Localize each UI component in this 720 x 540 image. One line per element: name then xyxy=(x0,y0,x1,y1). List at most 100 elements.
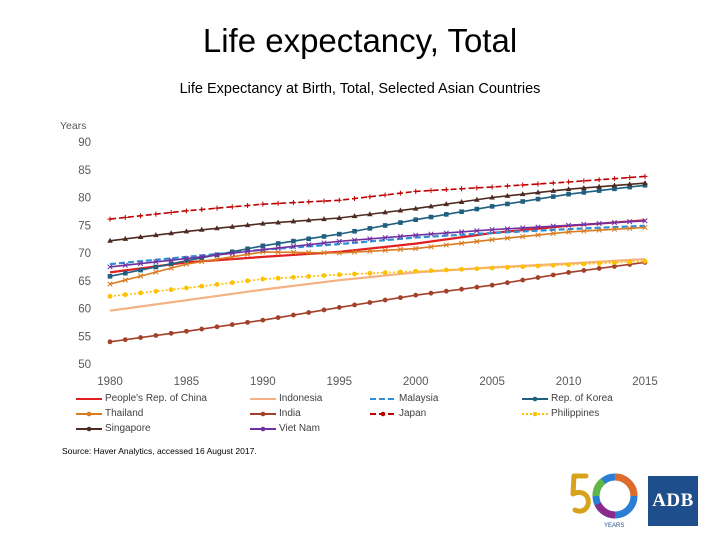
data-point-thailand xyxy=(275,249,281,255)
data-point-india xyxy=(138,335,143,340)
legend-swatch xyxy=(76,411,102,416)
data-point-japan xyxy=(275,200,281,206)
legend-item-thailand: Thailand xyxy=(76,408,143,419)
data-point-philippines xyxy=(306,274,312,279)
legend-label: Thailand xyxy=(105,408,144,419)
data-point-rep-of-korea xyxy=(596,188,602,193)
data-point-singapore xyxy=(198,226,205,232)
y-tick-label: 90 xyxy=(78,137,91,149)
data-point-japan xyxy=(489,184,495,190)
data-point-japan xyxy=(168,209,174,215)
data-point-viet-nam xyxy=(137,260,144,267)
data-point-japan xyxy=(183,208,189,214)
series-line-thailand xyxy=(109,226,646,285)
legend-swatch xyxy=(250,397,276,400)
data-point-japan xyxy=(336,197,342,203)
data-point-india xyxy=(535,275,541,280)
data-point-india xyxy=(612,264,617,269)
y-tick-label: 65 xyxy=(78,276,91,288)
data-point-philippines xyxy=(214,282,220,287)
data-point-singapore xyxy=(153,232,159,238)
data-point-rep-of-korea xyxy=(260,243,266,249)
data-point-india xyxy=(107,339,113,345)
data-point-japan xyxy=(367,194,373,200)
data-point-rep-of-korea xyxy=(520,199,526,204)
data-point-thailand xyxy=(474,238,480,245)
data-point-thailand xyxy=(183,261,190,267)
data-point-india xyxy=(122,337,128,343)
data-point-rep-of-korea xyxy=(566,191,571,197)
data-point-rep-of-korea xyxy=(413,217,419,222)
data-point-viet-nam xyxy=(611,219,618,226)
data-point-philippines xyxy=(550,262,556,268)
data-point-singapore xyxy=(382,209,388,215)
data-point-rep-of-korea xyxy=(291,238,296,244)
data-point-thailand xyxy=(596,227,602,233)
data-point-india xyxy=(474,284,480,290)
data-point-india xyxy=(352,302,357,308)
data-point-singapore xyxy=(336,215,343,221)
data-point-rep-of-korea xyxy=(474,206,480,212)
data-point-philippines xyxy=(505,264,510,270)
data-point-japan xyxy=(459,186,465,192)
data-point-japan xyxy=(352,195,358,201)
data-point-viet-nam xyxy=(443,230,449,236)
data-point-india xyxy=(336,304,342,310)
data-point-japan xyxy=(153,211,159,217)
legend-item-malaysia: Malaysia xyxy=(370,393,438,404)
data-point-japan xyxy=(443,187,449,193)
legend-label: Japan xyxy=(399,408,427,419)
data-point-philippines xyxy=(520,264,526,270)
data-point-india xyxy=(443,288,449,294)
data-point-japan xyxy=(229,204,235,210)
legend-swatch xyxy=(370,411,396,416)
data-point-india xyxy=(459,286,464,292)
data-point-rep-of-korea xyxy=(168,261,174,267)
data-point-viet-nam xyxy=(382,235,388,241)
series-line-philippines xyxy=(109,260,646,298)
data-point-singapore xyxy=(596,183,602,189)
data-point-singapore xyxy=(504,192,511,198)
data-point-singapore xyxy=(565,186,572,192)
data-point-philippines xyxy=(138,290,143,296)
data-point-india xyxy=(566,270,571,275)
data-point-philippines xyxy=(489,265,495,271)
data-point-japan xyxy=(520,182,526,188)
data-point-rep-of-korea xyxy=(642,182,648,188)
data-point-japan xyxy=(260,201,266,207)
data-point-thailand xyxy=(306,249,312,256)
data-point-india xyxy=(199,326,205,332)
data-point-india xyxy=(413,292,419,298)
data-point-rep-of-korea xyxy=(122,270,128,276)
data-point-india xyxy=(428,290,434,296)
data-point-japan xyxy=(397,190,403,196)
legend-label: Indonesia xyxy=(279,393,323,404)
y-tick-label: 75 xyxy=(78,220,91,232)
data-point-japan xyxy=(581,178,587,184)
legend-label: India xyxy=(279,408,301,419)
data-point-philippines xyxy=(107,293,113,299)
legend-item-philippines: Philippines xyxy=(522,408,599,419)
data-point-philippines xyxy=(474,266,480,272)
data-point-india xyxy=(306,310,312,315)
data-point-philippines xyxy=(398,269,403,275)
data-point-india xyxy=(489,282,495,288)
x-tick-label: 2000 xyxy=(403,376,429,388)
data-point-rep-of-korea xyxy=(535,196,541,202)
data-point-thailand xyxy=(351,249,358,255)
x-tick-label: 2010 xyxy=(556,376,582,388)
data-point-japan xyxy=(214,205,220,211)
data-point-thailand xyxy=(153,269,159,275)
data-point-thailand xyxy=(168,265,174,271)
y-axis-unit-label: Years xyxy=(60,120,86,132)
legend-item-viet-nam: Viet Nam xyxy=(250,423,320,434)
y-tick-label: 70 xyxy=(78,248,91,260)
data-point-philippines xyxy=(459,266,464,272)
legend-label: Malaysia xyxy=(399,393,439,404)
data-point-singapore xyxy=(321,216,327,222)
data-point-singapore xyxy=(397,207,404,213)
legend-swatch xyxy=(76,397,102,400)
data-point-india xyxy=(260,317,266,323)
data-point-india xyxy=(382,297,388,303)
legend-label: Singapore xyxy=(105,423,151,434)
